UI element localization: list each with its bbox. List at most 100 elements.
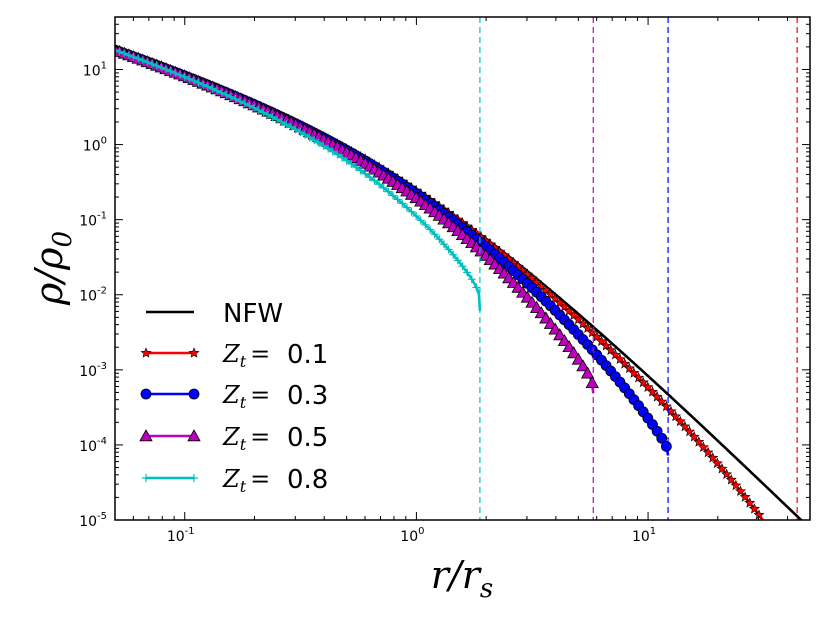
legend-value: 0.1: [287, 340, 328, 370]
legend-label: Zt =: [222, 423, 270, 454]
series-marker: [217, 88, 226, 97]
series-marker: [300, 130, 309, 139]
series-marker: [370, 176, 379, 185]
series-marker: [389, 191, 397, 200]
y-tick-labels: 10-5 10-4 10-3 10-2 10-1 100 101: [79, 60, 107, 530]
series-marker: [421, 220, 430, 229]
series-marker: [138, 56, 147, 65]
series-marker: [157, 63, 166, 72]
series-marker: [305, 133, 314, 142]
series-marker: [693, 436, 705, 447]
series-marker: [585, 376, 599, 389]
series-marker: [161, 65, 170, 74]
series-marker: [567, 346, 581, 359]
series-marker: [558, 301, 570, 312]
series-marker: [554, 296, 566, 308]
y-tick-label: 101: [83, 60, 107, 79]
series-marker: [435, 235, 444, 244]
series-marker: [730, 479, 742, 491]
series-marker: [702, 446, 714, 458]
series-marker: [240, 99, 249, 108]
series-marker: [254, 106, 263, 115]
legend-label: Zt =: [222, 340, 270, 371]
series-marker: [282, 120, 291, 129]
series-marker: [665, 405, 677, 417]
series-marker: [384, 187, 393, 196]
series-line-z-t-0-8: [115, 48, 482, 311]
y-axis-label: ρ/ρ0: [27, 231, 78, 306]
series-marker: [407, 207, 416, 216]
series-marker: [586, 326, 598, 338]
series-marker: [412, 211, 421, 220]
series-marker: [245, 101, 254, 110]
series-marker: [605, 344, 617, 355]
series-marker: [152, 61, 161, 70]
series-marker: [328, 147, 337, 156]
legend-value: 0.8: [287, 465, 328, 495]
series-marker: [291, 125, 300, 134]
y-tick-label: 10-5: [79, 511, 107, 530]
series-marker: [674, 415, 686, 427]
series-marker: [453, 256, 462, 265]
series-marker: [734, 485, 747, 496]
series-marker: [670, 410, 682, 422]
series-marker: [139, 429, 153, 442]
series-marker: [356, 166, 365, 175]
series-marker: [577, 318, 589, 329]
series-marker: [562, 340, 576, 353]
x-tick-labels: 10-1 100 101: [167, 526, 656, 545]
series-marker: [557, 334, 572, 347]
series-marker: [208, 84, 217, 93]
series-marker: [287, 122, 296, 131]
series-marker: [398, 199, 407, 208]
series-marker: [660, 440, 672, 452]
series-marker: [748, 503, 760, 514]
series-marker: [185, 74, 194, 83]
series-marker: [439, 240, 448, 249]
series-marker: [333, 150, 342, 159]
series-marker: [222, 90, 231, 99]
series-marker: [739, 491, 751, 502]
series-marker: [199, 80, 208, 89]
y-axis-label-group: ρ/ρ0: [27, 231, 78, 306]
series-marker: [651, 391, 663, 402]
series-marker: [273, 115, 282, 124]
series-marker: [166, 67, 175, 76]
series-marker: [463, 268, 472, 277]
y-tick-label: 10-2: [79, 286, 107, 305]
series-marker: [189, 76, 198, 85]
series-marker: [226, 92, 235, 101]
series-marker: [296, 128, 305, 137]
legend-label: Zt =: [222, 381, 270, 412]
series-marker: [609, 348, 621, 360]
x-tick-label: 100: [400, 526, 424, 545]
series-marker: [188, 347, 200, 358]
series-marker: [619, 357, 631, 369]
x-tick-label: 101: [632, 526, 656, 545]
series-marker: [263, 110, 272, 119]
series-marker: [402, 203, 411, 212]
series-marker: [115, 46, 119, 55]
series-marker: [444, 245, 453, 254]
series-marker: [142, 474, 150, 482]
series-marker: [351, 163, 360, 172]
series-marker: [375, 180, 384, 189]
x-tick-label: 10-1: [167, 526, 195, 545]
series-marker: [633, 372, 645, 383]
series-marker: [684, 425, 696, 437]
series-marker: [379, 183, 388, 192]
series-marker: [259, 108, 268, 117]
series-marker: [628, 367, 640, 378]
series-marker: [324, 144, 333, 153]
series-marker: [314, 138, 323, 147]
series-marker: [194, 78, 203, 87]
legend-value: 0.5: [287, 423, 328, 453]
series-marker: [187, 429, 201, 442]
series-marker: [467, 275, 476, 284]
series-marker: [679, 420, 691, 432]
series-marker: [600, 339, 612, 351]
series-marker: [361, 169, 370, 178]
series-marker: [623, 362, 635, 374]
series-marker: [175, 71, 184, 80]
